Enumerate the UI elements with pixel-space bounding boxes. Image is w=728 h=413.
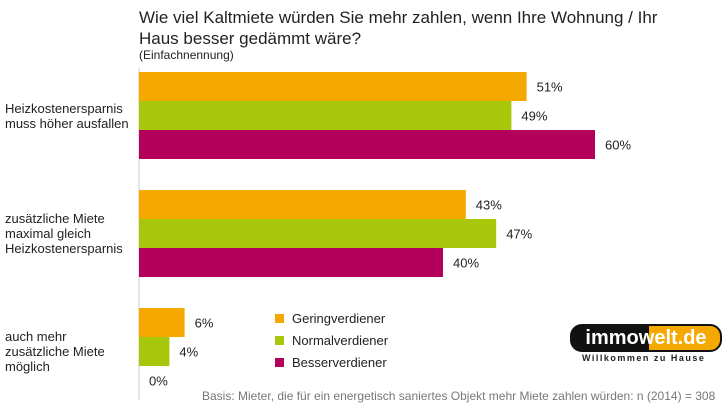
legend-label: Besserverdiener	[292, 355, 387, 370]
legend-item: Besserverdiener	[275, 355, 387, 370]
data-label: 47%	[506, 227, 532, 242]
bar-geringverdiener-0	[139, 72, 527, 101]
chart-title: Wie viel Kaltmiete würden Sie mehr zahle…	[139, 8, 658, 48]
data-label: 49%	[521, 109, 547, 124]
data-label: 60%	[605, 138, 631, 153]
data-label: 6%	[195, 316, 214, 331]
category-label: zusätzliche Miete maximal gleich Heizkoste…	[5, 211, 123, 256]
immowelt-logo: immowelt.de	[570, 324, 722, 352]
bar-normalverdiener-1	[139, 219, 497, 248]
legend-swatch	[275, 336, 284, 345]
data-label: 4%	[179, 345, 198, 360]
data-label: 51%	[537, 80, 563, 95]
category-label: Heizkostenersparnis muss höher ausfallen	[5, 100, 129, 131]
bar-geringverdiener-2	[139, 308, 185, 337]
category-label: auch mehr zusätzliche Miete möglich	[5, 329, 105, 374]
legend-swatch	[275, 314, 284, 323]
data-label: 40%	[453, 256, 479, 271]
legend-swatch	[275, 358, 284, 367]
data-label: 0%	[149, 374, 168, 389]
basis-note: Basis: Mieter, die für ein energetisch s…	[202, 389, 716, 403]
bar-besserverdiener-1	[139, 248, 443, 277]
bar-besserverdiener-0	[139, 130, 595, 159]
chart-subtitle: (Einfachnennung)	[139, 48, 234, 62]
bar-geringverdiener-1	[139, 190, 466, 219]
legend-item: Geringverdiener	[275, 311, 385, 326]
bar-normalverdiener-0	[139, 101, 512, 130]
data-label: 43%	[476, 198, 502, 213]
legend-label: Normalverdiener	[292, 333, 389, 348]
logo-tagline: Willkommen zu Hause	[582, 353, 706, 363]
legend-label: Geringverdiener	[292, 311, 386, 326]
legend-item: Normalverdiener	[275, 333, 388, 348]
bar-normalverdiener-2	[139, 337, 170, 366]
